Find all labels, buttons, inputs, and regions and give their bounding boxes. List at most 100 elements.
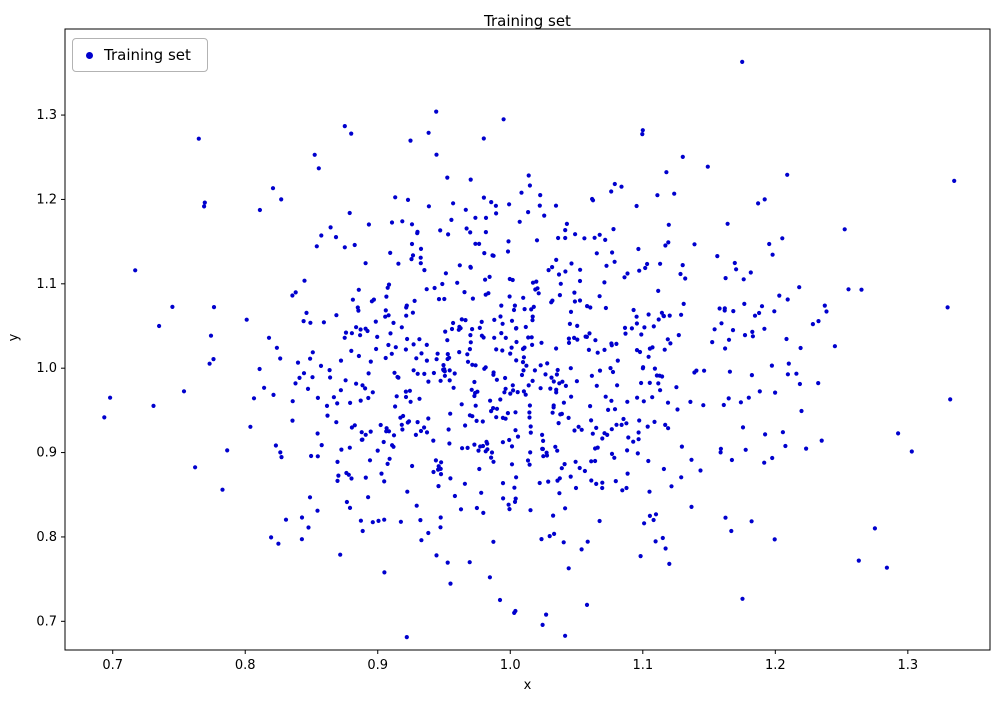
legend-label: Training set bbox=[104, 46, 191, 64]
data-point bbox=[463, 423, 468, 428]
data-point bbox=[396, 375, 401, 380]
data-point bbox=[383, 308, 388, 313]
data-point bbox=[293, 381, 298, 386]
data-point bbox=[563, 506, 568, 511]
data-point bbox=[589, 478, 594, 483]
data-point bbox=[702, 368, 707, 373]
data-point bbox=[424, 430, 430, 435]
data-point bbox=[434, 152, 439, 157]
data-point bbox=[481, 136, 486, 141]
data-point bbox=[305, 386, 311, 391]
data-point bbox=[589, 373, 595, 378]
data-point bbox=[325, 413, 330, 418]
data-point bbox=[365, 328, 370, 334]
data-point bbox=[424, 287, 429, 292]
data-point bbox=[426, 204, 431, 209]
data-point bbox=[498, 314, 503, 319]
data-point bbox=[505, 249, 511, 254]
data-point bbox=[460, 446, 465, 451]
data-point bbox=[349, 131, 354, 136]
data-point bbox=[392, 370, 397, 375]
data-point bbox=[948, 397, 953, 402]
data-point bbox=[356, 287, 361, 292]
data-point bbox=[405, 336, 410, 342]
data-point bbox=[507, 437, 512, 443]
data-point bbox=[489, 409, 494, 414]
data-point bbox=[515, 434, 521, 439]
data-point bbox=[448, 581, 453, 586]
data-point bbox=[558, 281, 563, 286]
data-point bbox=[527, 183, 533, 188]
data-point bbox=[612, 407, 618, 412]
data-point bbox=[646, 458, 651, 464]
data-point bbox=[651, 517, 656, 523]
data-point bbox=[278, 450, 283, 455]
data-point bbox=[666, 426, 671, 431]
data-point bbox=[623, 331, 628, 336]
data-point bbox=[102, 415, 107, 420]
data-point bbox=[577, 465, 582, 471]
data-point bbox=[572, 428, 577, 433]
data-point bbox=[557, 491, 562, 496]
data-point bbox=[572, 299, 578, 304]
data-point bbox=[386, 429, 392, 434]
data-point bbox=[367, 458, 373, 463]
data-point bbox=[575, 323, 580, 328]
data-point bbox=[319, 443, 324, 448]
data-point bbox=[597, 518, 602, 524]
data-point bbox=[750, 334, 756, 339]
data-point bbox=[609, 451, 615, 456]
data-point bbox=[449, 326, 455, 332]
data-point bbox=[602, 280, 607, 285]
data-point bbox=[422, 268, 427, 273]
data-point bbox=[467, 560, 472, 565]
data-point bbox=[541, 438, 546, 443]
data-point bbox=[625, 471, 630, 476]
data-point bbox=[502, 390, 507, 395]
data-point bbox=[582, 468, 588, 474]
y-tick-label: 1.1 bbox=[36, 277, 57, 292]
data-point bbox=[342, 335, 347, 340]
data-point bbox=[770, 455, 775, 461]
data-point bbox=[442, 367, 447, 372]
data-point bbox=[550, 410, 555, 415]
data-point bbox=[467, 347, 472, 352]
data-point bbox=[563, 633, 568, 638]
data-point bbox=[574, 379, 580, 384]
data-point bbox=[510, 277, 515, 283]
data-point bbox=[652, 366, 658, 371]
data-point bbox=[555, 367, 560, 373]
data-point bbox=[170, 304, 175, 309]
data-point bbox=[403, 394, 409, 400]
data-point bbox=[383, 314, 388, 319]
data-point bbox=[660, 535, 665, 541]
data-point bbox=[334, 420, 339, 425]
data-point bbox=[872, 526, 878, 531]
data-point bbox=[666, 222, 671, 227]
data-point bbox=[773, 390, 778, 395]
data-point bbox=[386, 342, 391, 348]
data-point bbox=[157, 323, 162, 329]
chart-title: Training set bbox=[484, 12, 571, 30]
data-point bbox=[358, 327, 363, 332]
data-point bbox=[399, 422, 404, 427]
data-point bbox=[308, 356, 313, 361]
data-point bbox=[434, 109, 439, 114]
data-point bbox=[509, 444, 515, 449]
data-point bbox=[447, 368, 452, 373]
data-point bbox=[440, 281, 445, 287]
data-point bbox=[349, 476, 354, 481]
data-point bbox=[638, 554, 643, 559]
data-point bbox=[487, 274, 492, 279]
data-point bbox=[310, 375, 315, 380]
data-point bbox=[419, 538, 424, 543]
data-point bbox=[884, 565, 890, 570]
data-point bbox=[451, 385, 456, 390]
data-point bbox=[391, 320, 396, 325]
data-point bbox=[513, 326, 519, 331]
data-point bbox=[356, 308, 361, 313]
data-point bbox=[535, 286, 540, 291]
x-tick-label: 1.0 bbox=[500, 658, 521, 673]
dot-icon bbox=[86, 51, 93, 59]
data-point bbox=[624, 485, 629, 491]
